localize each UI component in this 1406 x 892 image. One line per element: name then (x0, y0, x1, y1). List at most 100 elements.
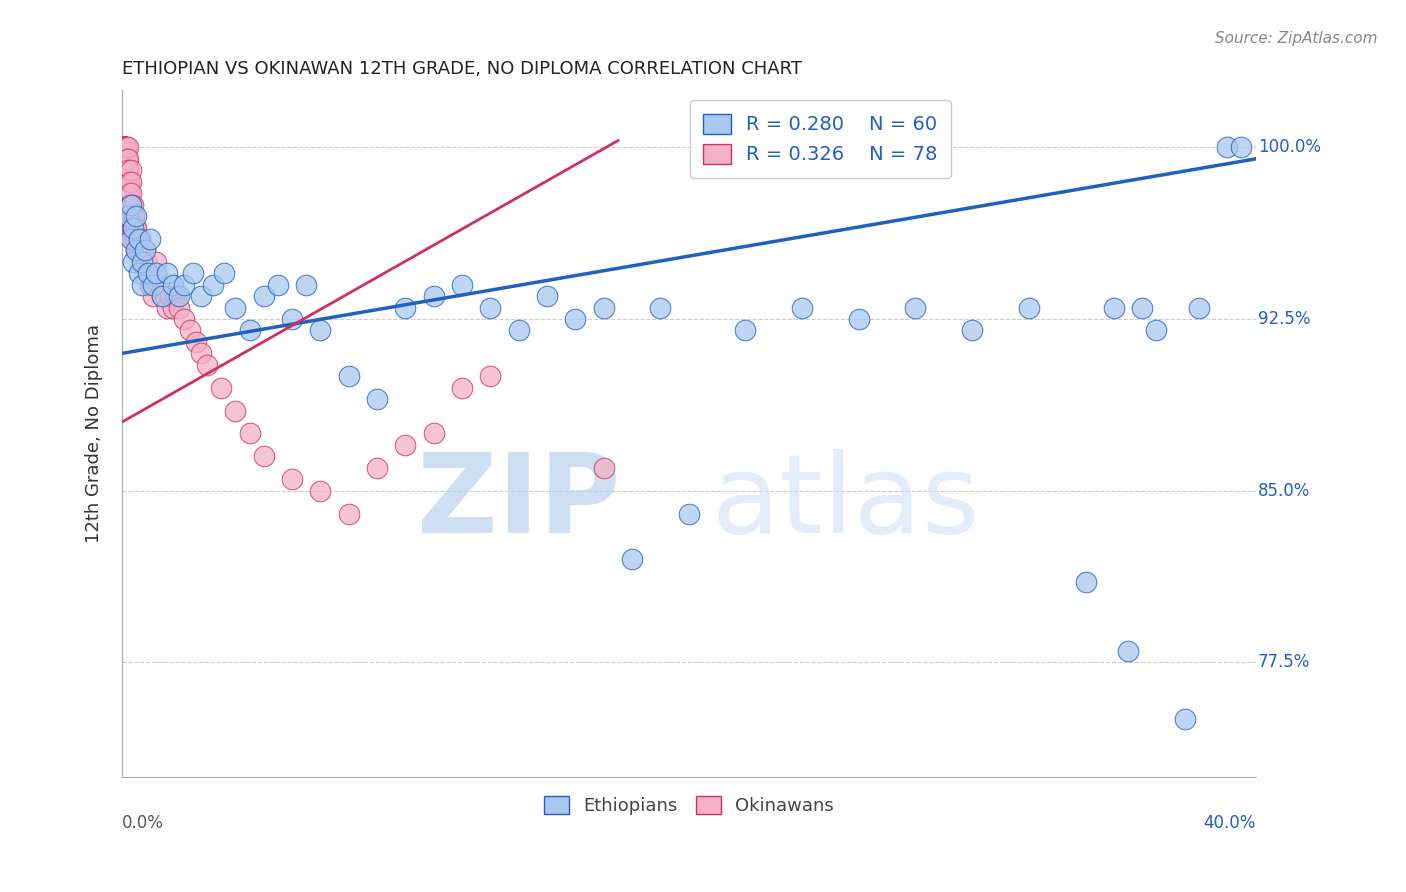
Point (451, 381, 474, 395)
Point (122, 220, 145, 235)
Point (1130, 301, 1153, 315)
Point (115, 140, 138, 154)
Point (114, 140, 136, 154)
Point (121, 209, 143, 223)
Point (114, 140, 136, 154)
Point (1116, 644, 1139, 658)
Point (117, 175, 139, 189)
Text: 0.0%: 0.0% (122, 814, 165, 832)
Point (112, 140, 135, 154)
Point (1018, 301, 1040, 315)
Point (145, 255, 167, 269)
Point (136, 266, 159, 280)
Point (201, 277, 224, 292)
Text: 77.5%: 77.5% (1258, 653, 1310, 672)
Text: 100.0%: 100.0% (1258, 138, 1320, 156)
Point (295, 277, 318, 292)
Point (592, 301, 614, 315)
Point (190, 346, 212, 360)
Point (121, 232, 143, 246)
Point (337, 369, 360, 384)
Point (124, 244, 146, 258)
Point (117, 152, 139, 166)
Point (309, 483, 332, 498)
Point (139, 277, 162, 292)
Point (239, 324, 262, 338)
Point (153, 289, 176, 303)
Point (394, 438, 416, 452)
Point (1144, 324, 1167, 338)
Point (118, 209, 141, 223)
Point (423, 289, 446, 303)
Text: Source: ZipAtlas.com: Source: ZipAtlas.com (1215, 31, 1378, 46)
Point (118, 197, 141, 211)
Point (134, 244, 156, 258)
Point (139, 232, 162, 246)
Point (181, 266, 204, 280)
Point (1174, 713, 1197, 727)
Point (117, 152, 139, 166)
Point (1074, 575, 1097, 590)
Point (117, 140, 139, 154)
Point (131, 255, 153, 269)
Point (128, 244, 150, 258)
Point (124, 220, 146, 235)
Point (195, 358, 218, 372)
Point (124, 232, 146, 246)
Point (120, 232, 142, 246)
Point (120, 197, 142, 211)
Point (150, 289, 173, 303)
Point (142, 289, 165, 303)
Point (167, 289, 190, 303)
Point (112, 140, 135, 154)
Point (960, 324, 983, 338)
Point (162, 301, 184, 315)
Point (173, 277, 195, 292)
Point (122, 255, 145, 269)
Point (120, 186, 142, 201)
Point (121, 220, 143, 235)
Point (117, 163, 139, 178)
Point (423, 426, 446, 441)
Point (212, 266, 235, 280)
Point (132, 255, 155, 269)
Point (148, 277, 170, 292)
Point (112, 140, 135, 154)
Point (125, 209, 148, 223)
Point (173, 312, 195, 326)
Point (1102, 301, 1125, 315)
Point (145, 266, 167, 280)
Point (114, 140, 136, 154)
Point (122, 209, 145, 223)
Point (650, 301, 672, 315)
Point (209, 381, 232, 395)
Point (115, 140, 138, 154)
Point (564, 312, 586, 326)
Point (114, 140, 136, 154)
Point (131, 277, 153, 292)
Text: ZIP: ZIP (418, 449, 621, 556)
Point (136, 266, 159, 280)
Point (156, 266, 179, 280)
Point (114, 140, 136, 154)
Point (156, 301, 179, 315)
Point (253, 289, 276, 303)
Point (128, 232, 150, 246)
Point (224, 403, 246, 417)
Point (239, 426, 262, 441)
Point (1230, 140, 1253, 154)
Point (451, 277, 474, 292)
Point (479, 369, 502, 384)
Point (536, 289, 558, 303)
Y-axis label: 12th Grade, No Diploma: 12th Grade, No Diploma (86, 324, 103, 543)
Legend: Ethiopians, Okinawans: Ethiopians, Okinawans (533, 785, 845, 826)
Point (114, 140, 136, 154)
Text: 40.0%: 40.0% (1204, 814, 1256, 832)
Point (134, 244, 156, 258)
Point (165, 289, 187, 303)
Point (121, 220, 143, 235)
Text: ETHIOPIAN VS OKINAWAN 12TH GRADE, NO DIPLOMA CORRELATION CHART: ETHIOPIAN VS OKINAWAN 12TH GRADE, NO DIP… (122, 60, 801, 78)
Point (120, 197, 142, 211)
Point (118, 175, 141, 189)
Point (125, 244, 148, 258)
